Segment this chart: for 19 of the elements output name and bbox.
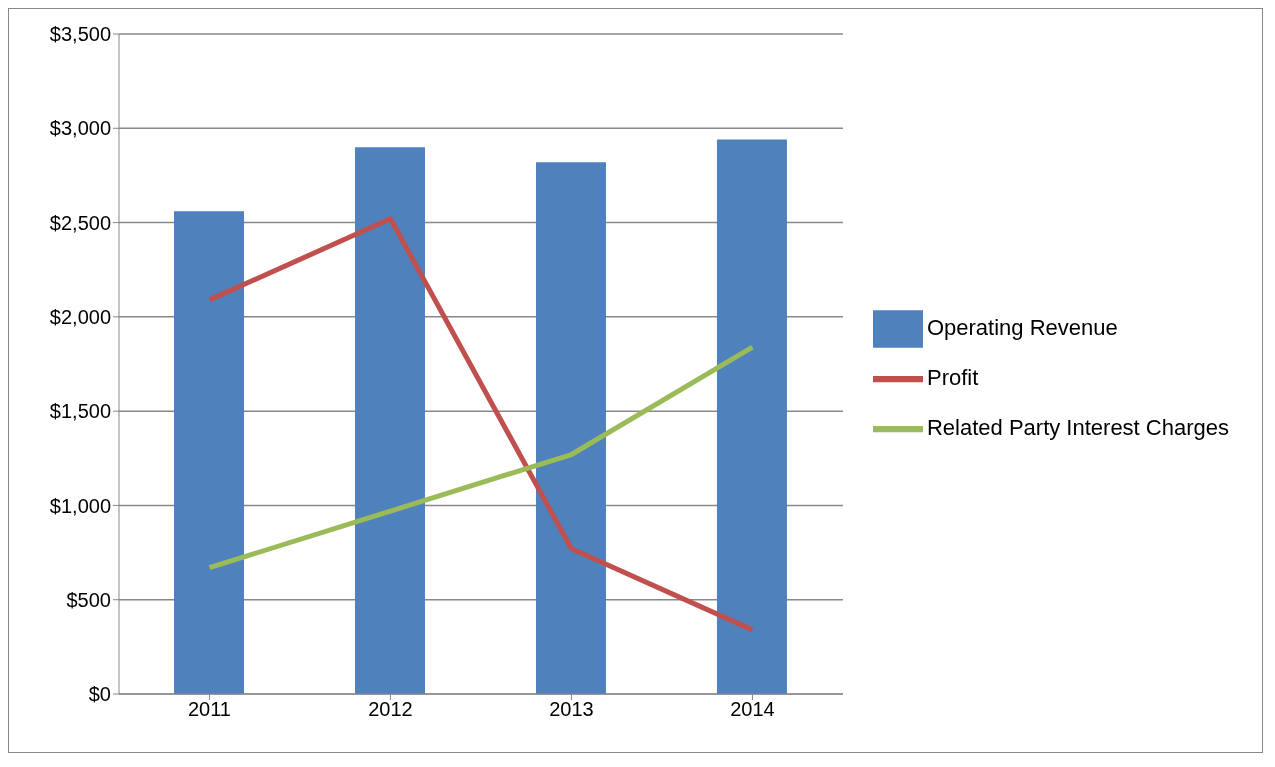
x-tick-label: 2012	[368, 698, 413, 721]
bar	[716, 139, 787, 694]
y-tick-label: $0	[88, 683, 111, 706]
y-tick-label: $3,500	[49, 23, 111, 46]
x-tick-label: 2014	[730, 698, 775, 721]
y-tick-label: $2,000	[49, 305, 111, 328]
y-tick-label: $3,000	[49, 117, 111, 140]
x-tick-label: 2013	[549, 698, 594, 721]
y-tick-label: $500	[66, 588, 111, 611]
bar	[174, 211, 244, 694]
y-tick-label: $1,000	[49, 494, 111, 517]
y-tick-label: $1,500	[49, 400, 111, 423]
legend-label: Related Party Interest Charges	[926, 415, 1229, 441]
bar	[535, 162, 606, 694]
x-tick-label: 2011	[187, 698, 231, 721]
y-tick-label: $2,500	[49, 211, 111, 234]
legend-label: Operating Revenue	[926, 314, 1118, 340]
bar	[354, 147, 425, 694]
legend-label: Profit	[926, 364, 979, 390]
